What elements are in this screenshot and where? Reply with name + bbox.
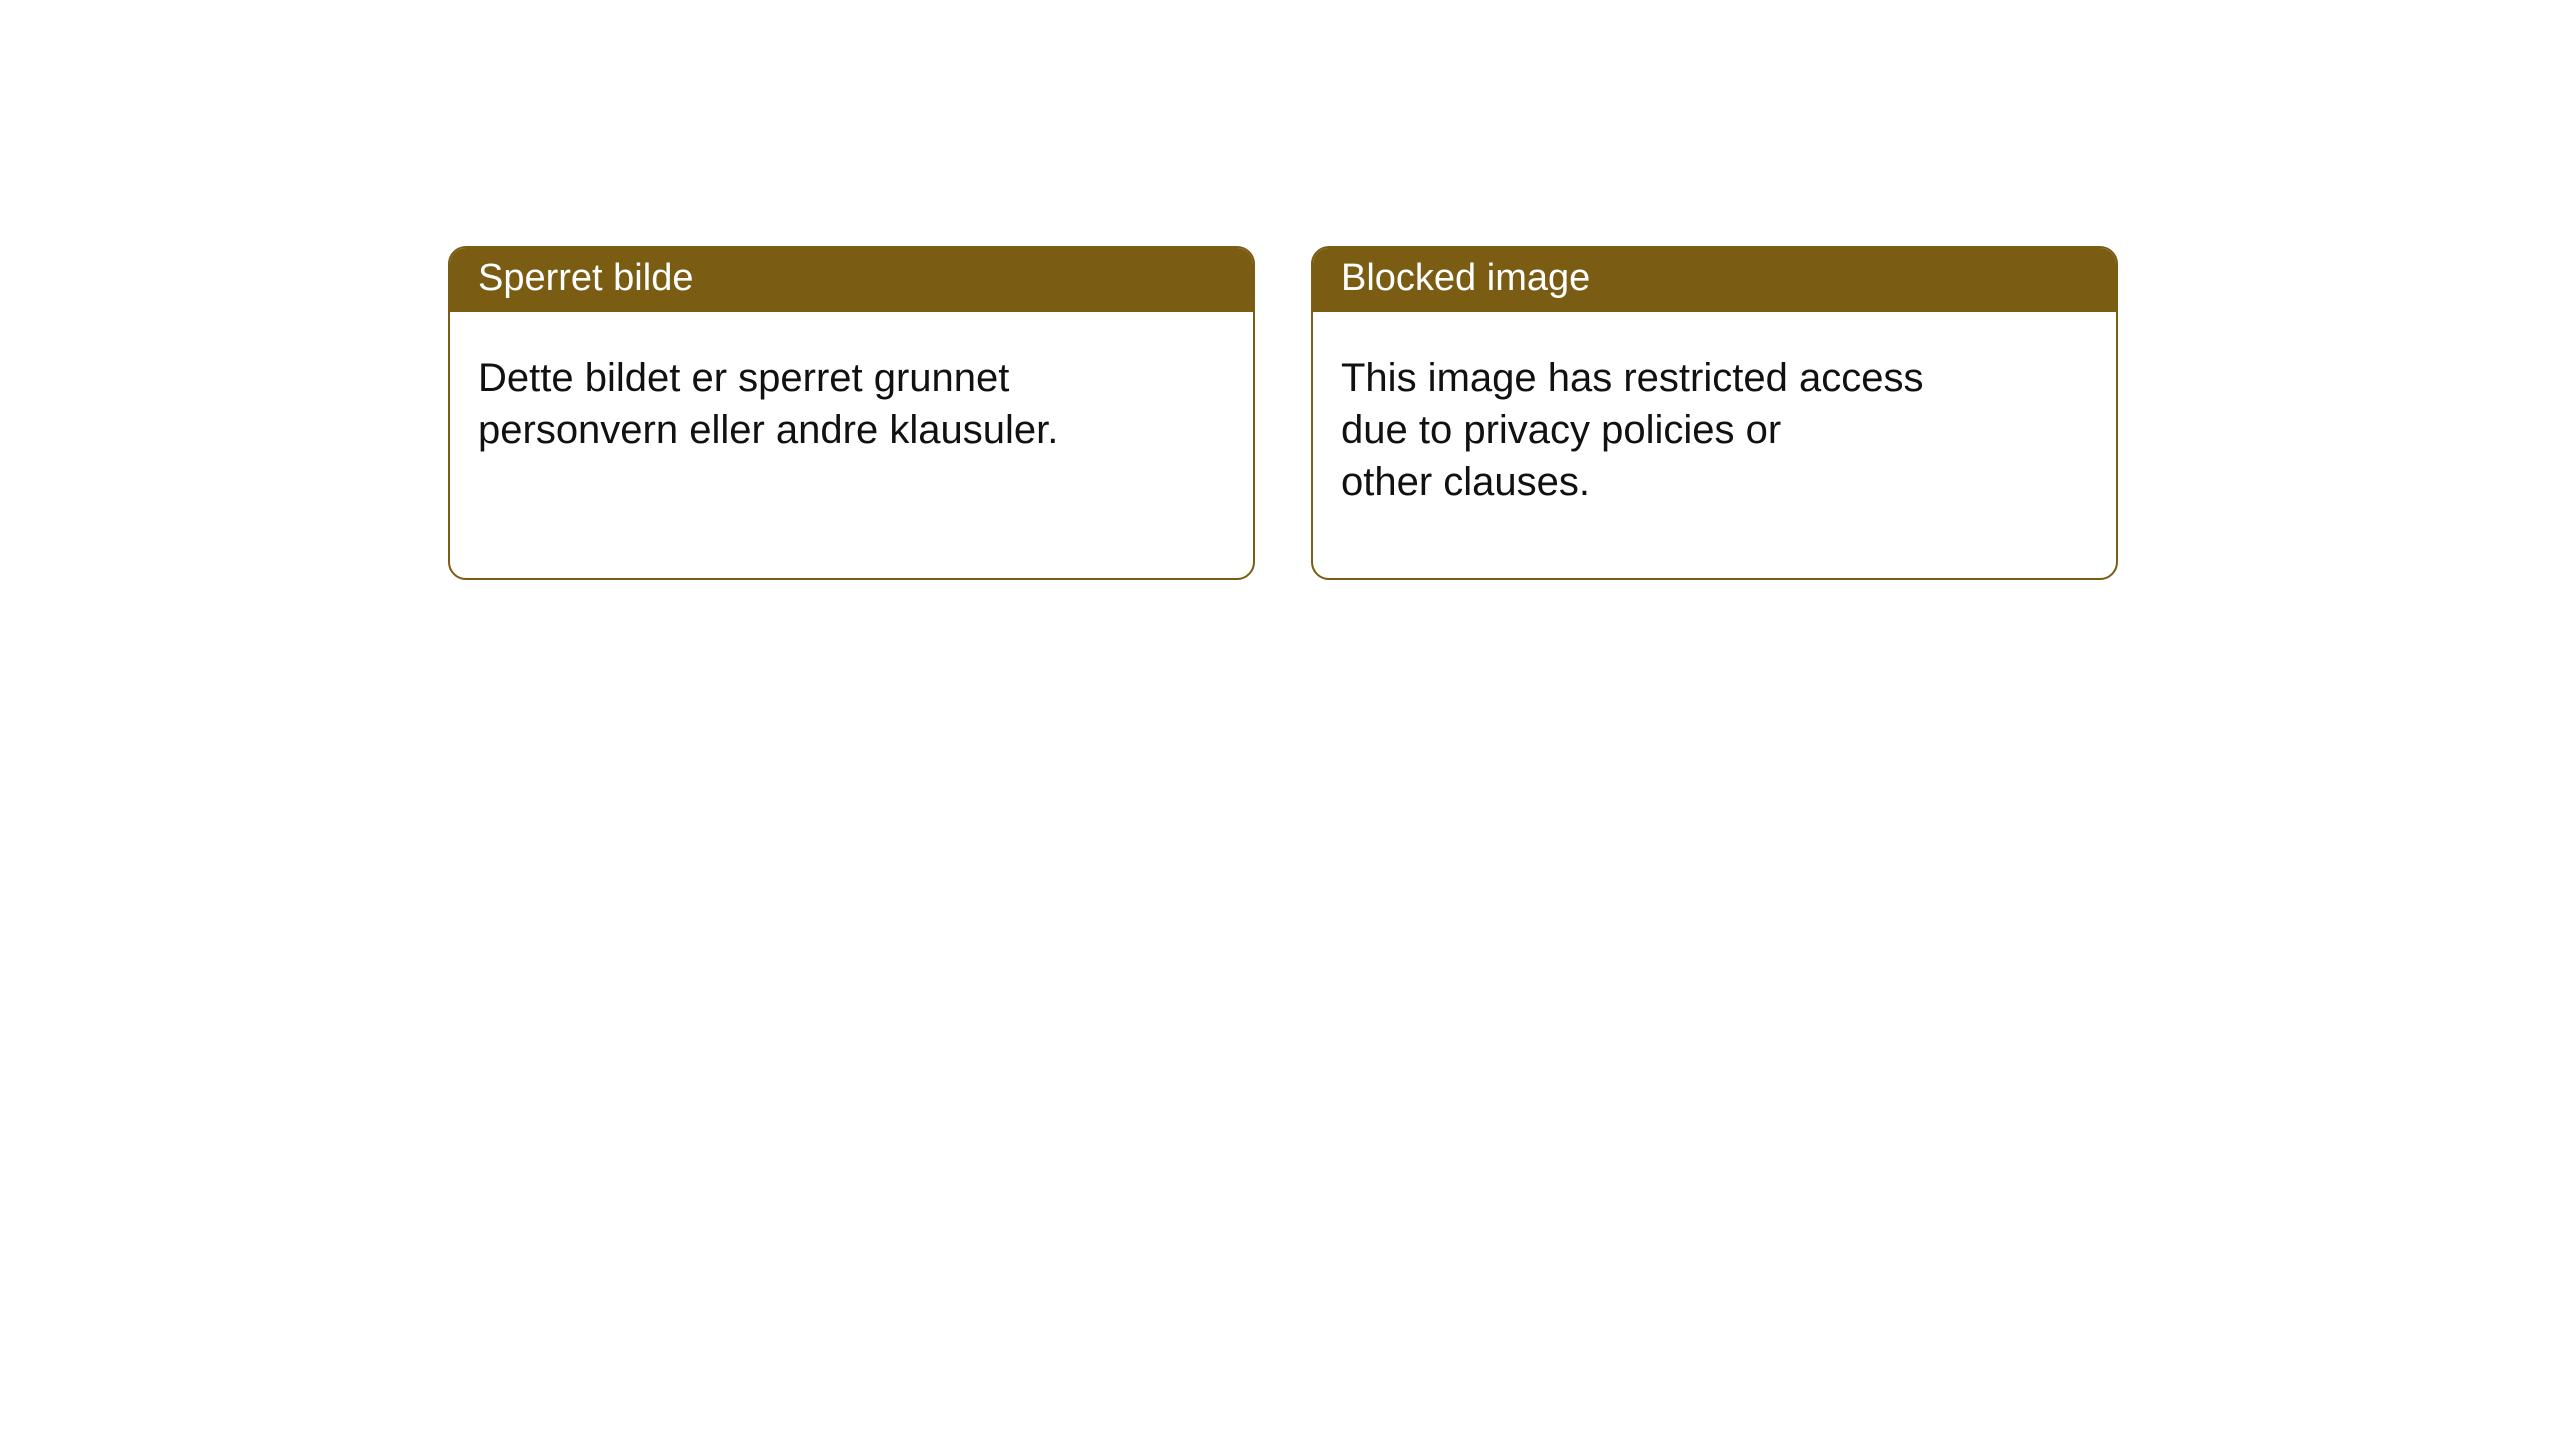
card-header: Sperret bilde xyxy=(450,248,1253,312)
card-body: Dette bildet er sperret grunnet personve… xyxy=(450,312,1253,476)
card-header: Blocked image xyxy=(1313,248,2116,312)
card-body: This image has restricted access due to … xyxy=(1313,312,2116,528)
notice-card-norwegian: Sperret bilde Dette bildet er sperret gr… xyxy=(448,246,1255,580)
notice-container: Sperret bilde Dette bildet er sperret gr… xyxy=(0,0,2560,580)
notice-card-english: Blocked image This image has restricted … xyxy=(1311,246,2118,580)
